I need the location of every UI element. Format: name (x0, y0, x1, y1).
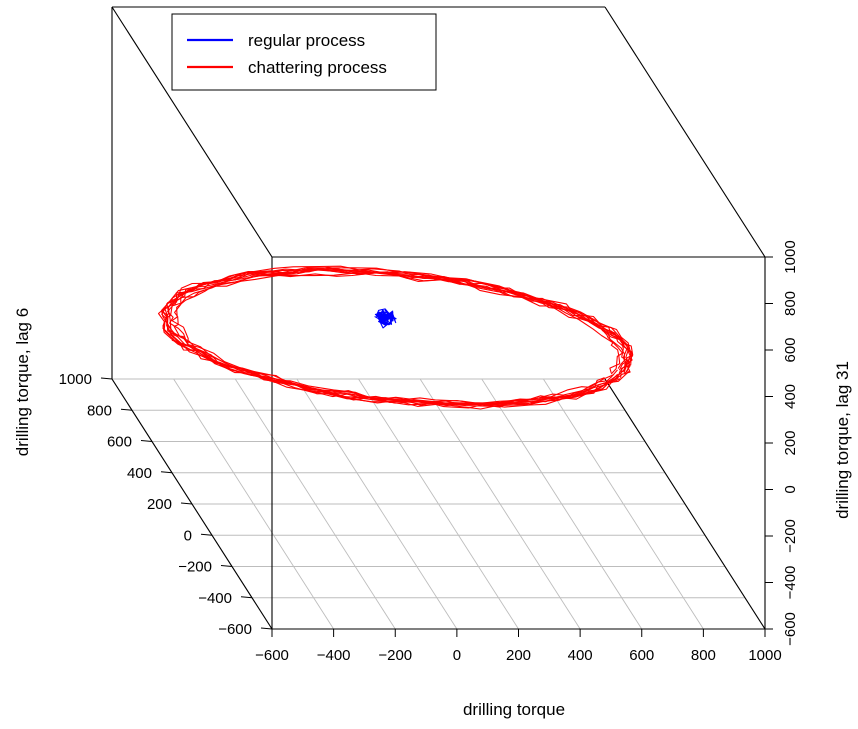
y-tick-label: 1000 (59, 371, 92, 388)
regular-process-trace (374, 308, 397, 329)
chattering-orbit (164, 266, 634, 407)
z-tick-label: 400 (782, 384, 799, 409)
y-tick (260, 627, 273, 630)
axes: −600 −400 −200 0 200 400 600 800 1000−600−400−20… (59, 240, 799, 664)
chattering-orbit (168, 268, 629, 405)
y-axis-title: drilling torque, lag 6 (13, 308, 32, 456)
z-tick-label: 0 (782, 485, 799, 493)
x-tick-label: 1000 (748, 647, 781, 664)
y-tick-label: 800 (87, 402, 112, 419)
chattering-orbit (167, 268, 626, 406)
z-tick-label: 800 (782, 291, 799, 316)
chattering-orbit (157, 265, 634, 410)
y-tick-label: 400 (127, 465, 152, 482)
chattering-orbit (161, 268, 632, 407)
box-edge-top-left (111, 6, 273, 258)
y-tick-label: −200 (178, 559, 212, 576)
x-tick-label: 400 (568, 647, 593, 664)
z-tick-label: 1000 (782, 240, 799, 273)
y-tick (240, 596, 253, 599)
x-tick-label: −200 (378, 647, 412, 664)
y-tick-label: 0 (184, 527, 192, 544)
z-axis-title: drilling torque, lag 31 (833, 361, 852, 519)
y-tick (180, 502, 193, 505)
y-tick (120, 408, 133, 411)
legend-box (171, 13, 437, 91)
y-tick-label: 200 (147, 496, 172, 513)
legend: regular process chattering process (171, 13, 437, 91)
box-edge-top-right (604, 6, 766, 258)
chattering-orbit (166, 268, 631, 405)
chattering-orbit (161, 269, 632, 408)
x-tick-label: 600 (629, 647, 654, 664)
z-tick-label: −600 (782, 612, 799, 646)
y-tick-label: −400 (198, 590, 232, 607)
x-tick-label: 800 (691, 647, 716, 664)
y-tick (140, 440, 153, 442)
chattering-orbit (161, 268, 630, 406)
y-tick (200, 533, 213, 536)
z-tick-label: 600 (782, 337, 799, 362)
chattering-orbit (162, 266, 633, 409)
x-tick-label: 200 (506, 647, 531, 664)
box-edge-floor-right (604, 378, 766, 630)
floor-grid (111, 378, 766, 630)
legend-label-regular: regular process (248, 31, 365, 50)
z-tick-label: −400 (782, 566, 799, 600)
z-tick-label: −200 (782, 519, 799, 553)
y-tick-label: 600 (107, 434, 132, 451)
y-tick (220, 565, 233, 567)
chattering-orbit (173, 272, 624, 405)
y-tick (100, 377, 113, 380)
x-tick-label: −400 (317, 647, 351, 664)
x-axis-title: drilling torque (463, 700, 565, 719)
y-tick-label: −600 (218, 621, 252, 638)
y-tick (160, 471, 173, 474)
z-tick-label: 200 (782, 430, 799, 455)
x-tick-label: 0 (453, 647, 461, 664)
chattering-orbit (162, 267, 633, 408)
series-layer (157, 265, 634, 410)
x-tick-label: −600 (255, 647, 289, 664)
legend-label-chattering: chattering process (248, 58, 387, 77)
